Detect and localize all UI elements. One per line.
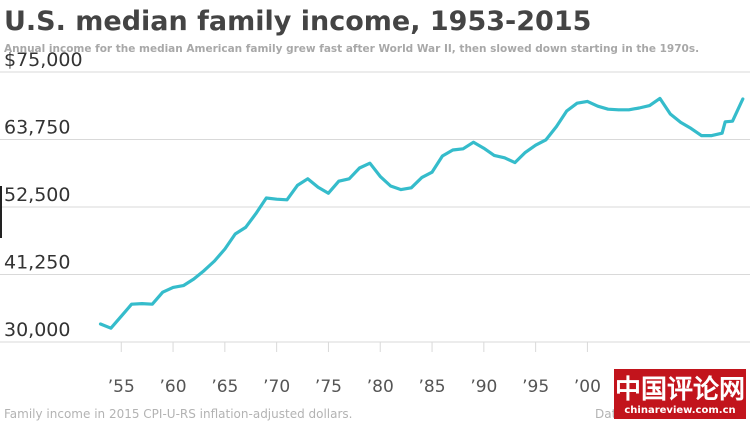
data-point bbox=[586, 100, 589, 103]
data-point bbox=[700, 134, 703, 137]
data-point bbox=[120, 314, 123, 318]
data-point bbox=[524, 151, 527, 154]
data-point bbox=[151, 302, 154, 306]
data-point bbox=[430, 170, 434, 174]
data-point bbox=[420, 176, 424, 179]
data-point bbox=[472, 140, 475, 144]
data-point bbox=[254, 212, 258, 215]
y-axis-ticks: 30,000 41,250 52,500 63,750 $75,000 bbox=[4, 49, 83, 341]
data-point bbox=[378, 175, 382, 178]
footnote: Family income in 2015 CPI-U-RS inflation… bbox=[4, 407, 353, 421]
x-axis-ticks: ’55 ’60 ’65 ’70 ’75 ’80 ’85 ’90 ’95 ’00 bbox=[108, 342, 601, 397]
x-tick-label: ’90 bbox=[470, 377, 497, 397]
data-point bbox=[368, 161, 372, 165]
data-point bbox=[461, 147, 465, 151]
gridlines bbox=[0, 71, 750, 343]
data-point bbox=[223, 247, 227, 251]
data-point bbox=[213, 259, 216, 263]
watermark-background bbox=[614, 369, 746, 419]
data-point bbox=[575, 101, 579, 105]
x-tick-label: ’55 bbox=[108, 377, 135, 397]
data-point bbox=[606, 107, 610, 111]
data-point bbox=[689, 127, 693, 130]
chart-subtitle: Annual income for the median American fa… bbox=[4, 43, 699, 55]
watermark: 中国评论网 chinareview.com.cn bbox=[614, 369, 746, 419]
data-point bbox=[451, 148, 455, 152]
data-point bbox=[161, 290, 164, 294]
data-point bbox=[544, 138, 548, 142]
data-point bbox=[192, 277, 196, 281]
data-point bbox=[202, 269, 206, 272]
data-point bbox=[306, 177, 310, 181]
x-tick-label: ’60 bbox=[160, 377, 187, 397]
data-point bbox=[140, 302, 144, 305]
data-point bbox=[441, 154, 444, 158]
data-point bbox=[265, 196, 268, 200]
data-point bbox=[731, 119, 734, 123]
data-point bbox=[741, 97, 745, 101]
x-tick-label: ’00 bbox=[574, 377, 601, 397]
data-point bbox=[565, 109, 568, 113]
data-point bbox=[389, 184, 392, 188]
data-point bbox=[109, 326, 113, 330]
data-point bbox=[627, 108, 631, 112]
data-point bbox=[648, 104, 651, 107]
data-point bbox=[399, 188, 403, 191]
y-tick-label: 52,500 bbox=[4, 184, 70, 206]
data-point bbox=[410, 186, 413, 190]
y-tick-label: 41,250 bbox=[4, 252, 70, 274]
data-point bbox=[710, 134, 713, 137]
x-tick-label: ’85 bbox=[419, 377, 446, 397]
y-tick-label: $75,000 bbox=[4, 49, 83, 71]
data-point bbox=[171, 286, 175, 289]
watermark-chinese-text: 中国评论网 bbox=[615, 375, 745, 405]
data-point bbox=[658, 97, 662, 100]
data-point bbox=[130, 302, 133, 306]
data-point bbox=[337, 179, 341, 183]
x-tick-label: ’95 bbox=[522, 377, 549, 397]
y-tick-label: 30,000 bbox=[4, 319, 70, 341]
data-point bbox=[617, 108, 620, 112]
data-point bbox=[679, 121, 682, 124]
series-layer bbox=[98, 96, 745, 330]
watermark-url-text: chinareview.com.cn bbox=[624, 405, 735, 416]
data-point bbox=[596, 104, 600, 108]
data-point bbox=[637, 106, 641, 110]
data-point bbox=[513, 161, 517, 164]
data-point bbox=[723, 120, 727, 124]
data-point bbox=[296, 184, 299, 187]
y-tick-label: 63,750 bbox=[4, 117, 70, 139]
data-point bbox=[244, 226, 247, 229]
data-point bbox=[358, 166, 361, 170]
data-point bbox=[233, 232, 237, 236]
data-point bbox=[316, 185, 320, 189]
data-point bbox=[534, 143, 537, 147]
data-point bbox=[492, 154, 496, 157]
data-point bbox=[285, 198, 289, 202]
x-tick-label: ’70 bbox=[263, 377, 290, 397]
data-point bbox=[347, 177, 351, 181]
data-point bbox=[482, 146, 486, 150]
series-line-median-family-income bbox=[98, 96, 745, 330]
chart-title: U.S. median family income, 1953-2015 bbox=[4, 6, 591, 37]
data-point bbox=[720, 131, 724, 135]
data-point bbox=[327, 191, 330, 195]
x-tick-label: ’80 bbox=[367, 377, 394, 397]
data-point bbox=[503, 156, 506, 160]
data-point bbox=[182, 284, 185, 287]
data-point bbox=[99, 322, 102, 326]
x-tick-label: ’75 bbox=[315, 377, 342, 397]
data-point bbox=[555, 125, 558, 128]
data-point bbox=[275, 197, 278, 201]
data-point bbox=[669, 112, 672, 116]
left-edge-marker bbox=[0, 186, 2, 238]
x-tick-label: ’65 bbox=[211, 377, 238, 397]
